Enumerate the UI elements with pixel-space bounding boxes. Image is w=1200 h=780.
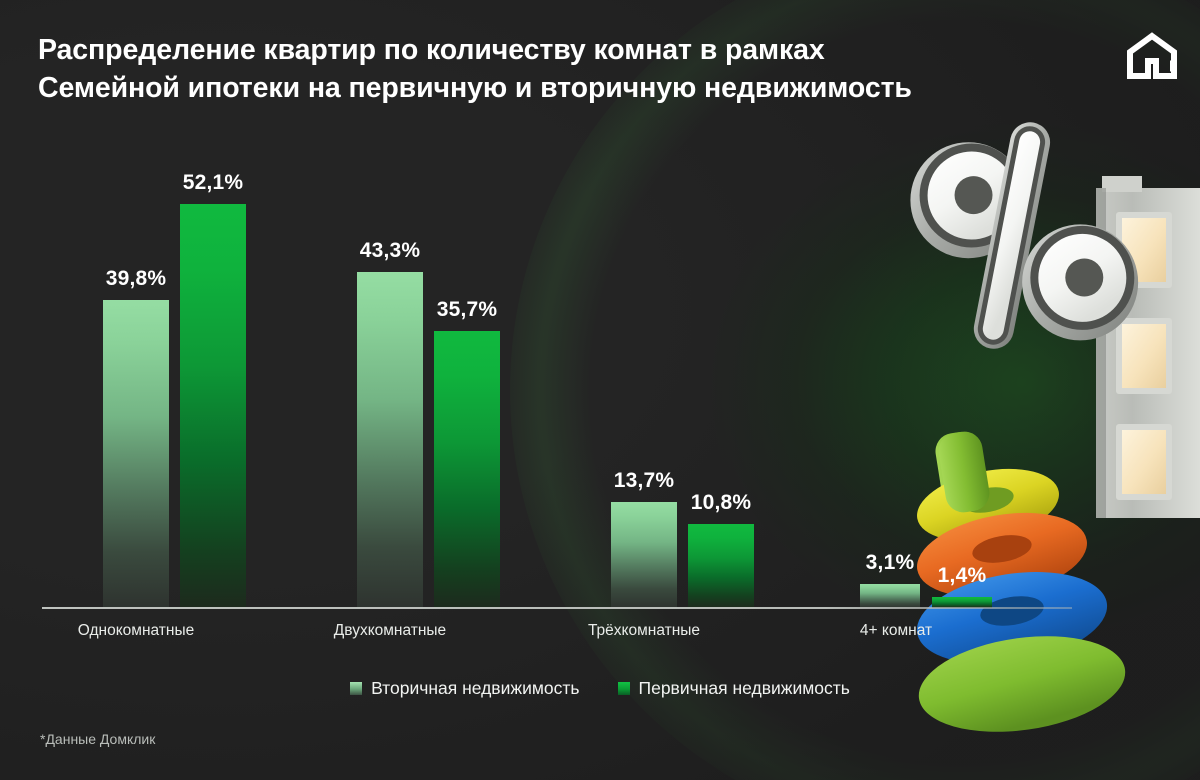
background-green-glow (540, 60, 1200, 760)
bar-secondary-1: 39,8% (103, 267, 169, 608)
bar-rect (180, 204, 246, 608)
legend-item-secondary[interactable]: Вторичная недвижимость (350, 678, 580, 699)
bar-value-label: 35,7% (436, 298, 498, 322)
legend-label: Первичная недвижимость (638, 678, 850, 698)
bar-secondary-2: 43,3% (357, 239, 423, 608)
bar-rect (103, 299, 169, 608)
legend-label: Вторичная недвижимость (371, 678, 580, 698)
legend-item-primary[interactable]: Первичная недвижимость (617, 678, 850, 699)
bar-rect (434, 331, 500, 608)
category-label-4: 4+ комнат (859, 622, 933, 639)
chart-legend: Вторичная недвижимость Первичная недвижим… (0, 678, 1200, 699)
source-footnote: *Данные Домклик (40, 731, 156, 747)
bar-value-label: 43,3% (359, 239, 421, 263)
category-label-1: Однокомнатные (77, 622, 195, 639)
bar-rect (611, 501, 677, 608)
bar-value-label: 10,8% (690, 491, 752, 515)
background-arc-highlight (510, 0, 1200, 780)
bar-secondary-4: 3,1% (860, 551, 920, 608)
category-label-3: Трёхкомнатные (587, 622, 701, 639)
decor-svg (910, 122, 1200, 732)
bar-primary-3: 10,8% (688, 491, 754, 608)
domclick-house-logo (1126, 30, 1178, 82)
axis-baseline (42, 607, 1072, 609)
bar-value-label: 39,8% (105, 266, 167, 290)
category-label-2: Двухкомнатные (333, 622, 447, 639)
decorative-artwork (880, 0, 1200, 780)
bar-value-label: 1,4% (937, 564, 987, 588)
bar-primary-2: 35,7% (434, 298, 500, 608)
legend-swatch-icon (617, 682, 630, 695)
bar-primary-1: 52,1% (180, 171, 246, 608)
building-art (1096, 176, 1200, 518)
bar-rect (860, 583, 920, 608)
bar-value-label: 52,1% (182, 171, 244, 195)
bar-value-label: 3,1% (865, 550, 915, 574)
percent-sign-art (910, 122, 1139, 349)
page-title: Распределение квартир по количеству комн… (38, 34, 912, 104)
bar-value-label: 13,7% (613, 468, 675, 492)
bar-rect (357, 272, 423, 608)
bar-secondary-3: 13,7% (611, 469, 677, 608)
legend-swatch-icon (350, 682, 363, 695)
bar-rect (688, 524, 754, 608)
